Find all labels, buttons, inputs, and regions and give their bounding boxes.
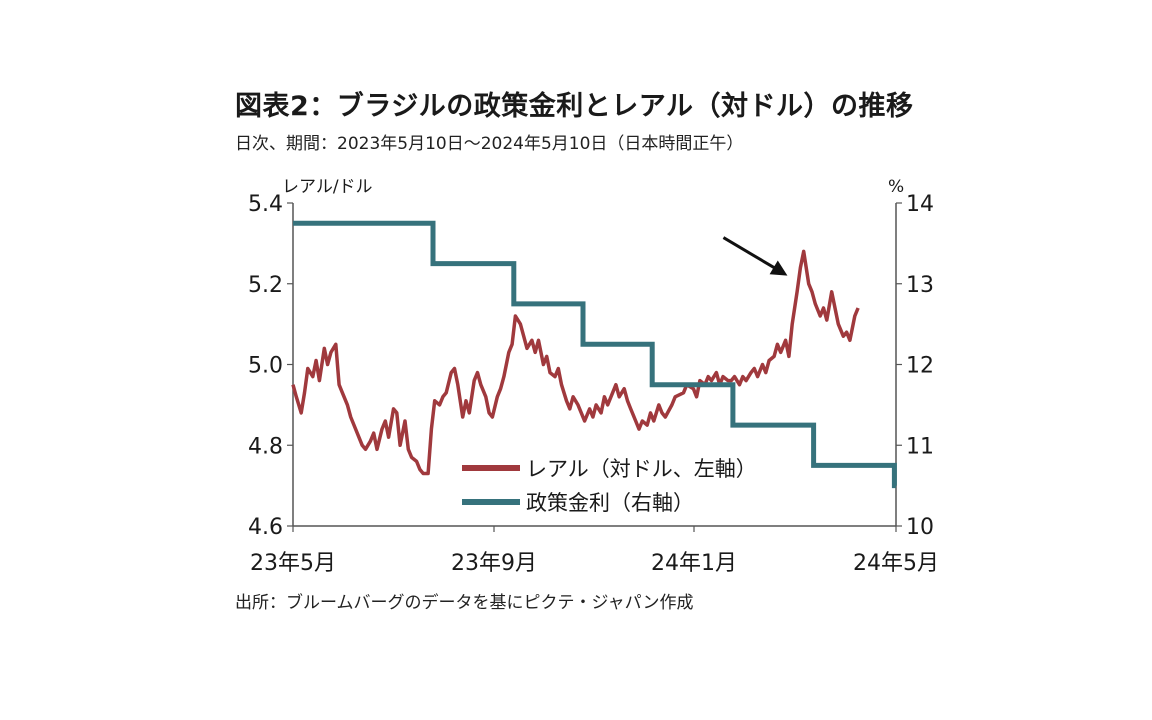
series-line-brl	[291, 249, 860, 476]
x-tick-label: 24年1月	[651, 551, 737, 576]
right-tick-label: 10	[906, 515, 934, 540]
right-tick-label: 11	[906, 434, 934, 459]
annotation-arrow-shaft	[722, 236, 779, 271]
chart-subtitle: 日次、期間：2023年5月10日～2024年5月10日（日本時間正午）	[235, 134, 744, 154]
right-tick-label: 14	[906, 192, 934, 217]
left-tick-label: 5.2	[248, 273, 283, 298]
left-tick-label: 4.6	[248, 515, 283, 540]
source-note: 出所：ブルームバーグのデータを基にピクテ・ジャパン作成	[235, 593, 694, 613]
left-axis-label: レアル/ドル	[282, 177, 373, 197]
left-tick-label: 5.0	[248, 354, 283, 379]
legend-label-selic: 政策金利（右軸）	[526, 491, 694, 515]
series-line-selic	[293, 220, 897, 489]
series-layer	[291, 220, 897, 489]
x-tick-label: 23年9月	[451, 551, 537, 576]
left-tick-label: 5.4	[248, 192, 283, 217]
right-axis-label: %	[888, 177, 904, 197]
left-tick-label: 4.8	[248, 434, 283, 459]
legend-label-brl: レアル（対ドル、左軸）	[526, 457, 757, 481]
page-title: 図表2：ブラジルの政策金利とレアル（対ドル）の推移	[235, 91, 914, 122]
right-tick-label: 13	[906, 273, 934, 298]
axes-layer: 4.6 4.8 5.0 5.2 5.4 10 11 12 13 14 23年5月 23年9月 24年1月…	[248, 192, 939, 576]
right-tick-label: 12	[906, 354, 934, 379]
annotation-arrow-head	[769, 260, 788, 276]
x-tick-label: 23年5月	[250, 551, 336, 576]
x-tick-label: 24年5月	[853, 551, 939, 576]
